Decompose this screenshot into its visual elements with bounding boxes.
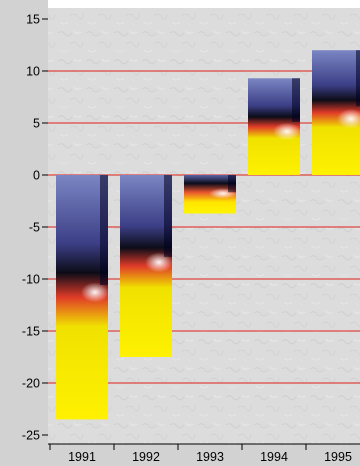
y-tick-label: -5 [29, 221, 40, 235]
bar-1995 [312, 50, 360, 176]
bars [56, 50, 360, 420]
y-tick-label: -20 [22, 377, 40, 391]
bar-highlight [81, 282, 109, 303]
bar-shadow [164, 175, 172, 257]
bar-1993 [184, 175, 237, 214]
y-tick-label: 0 [33, 169, 40, 183]
x-tick-label: 1995 [324, 450, 352, 464]
y-tick-label: -15 [22, 325, 40, 339]
bar-1992 [120, 175, 173, 357]
x-tick-label: 1993 [196, 450, 224, 464]
bar-shadow [100, 175, 108, 285]
bar-shadow [228, 175, 236, 193]
y-tick-label: 5 [33, 117, 40, 131]
bar-shadow [356, 50, 360, 107]
bar-1994 [248, 78, 301, 175]
y-axis-ticks: 15 10 5 0 -5 -10 -15 -20 -25 [22, 13, 48, 443]
x-tick-label: 1994 [260, 450, 288, 464]
y-tick-label: -10 [22, 273, 40, 287]
bar-1991 [56, 175, 109, 420]
bar-highlight [273, 122, 301, 141]
x-axis-strip [0, 444, 360, 466]
bar-shadow [292, 78, 300, 122]
bar-highlight [145, 252, 173, 273]
x-tick-label: 1991 [68, 450, 96, 464]
x-axis-ticks: 1991 1992 1993 1994 1995 [48, 443, 360, 464]
y-axis-strip [0, 0, 48, 466]
bar-highlight [337, 108, 360, 129]
y-tick-label: 15 [26, 13, 40, 27]
y-tick-label: -25 [22, 429, 40, 443]
y-tick-label: 10 [26, 65, 40, 79]
x-tick-label: 1992 [132, 450, 160, 464]
